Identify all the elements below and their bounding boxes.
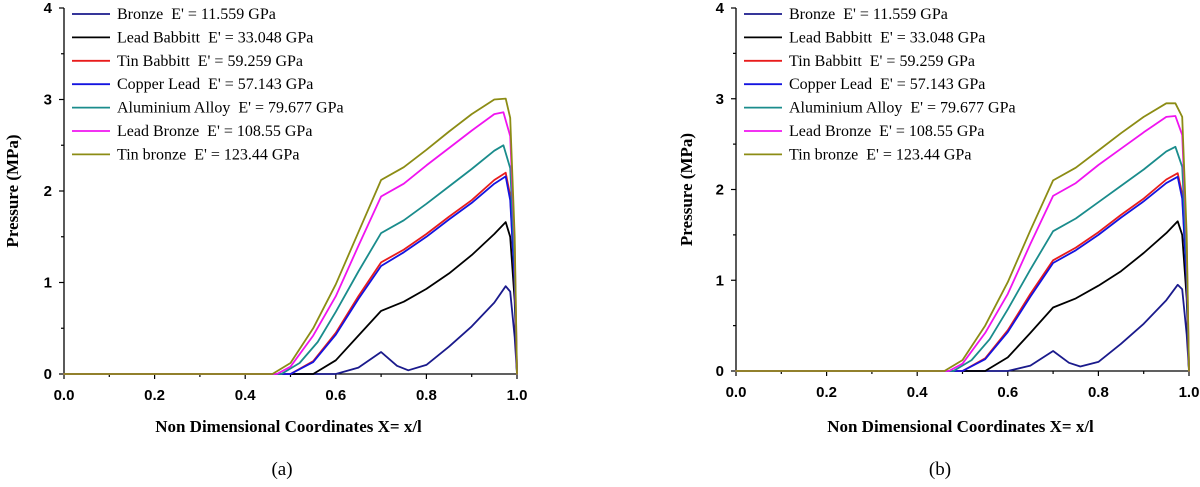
legend-entry: Lead Babbitt E' = 33.048 GPa (117, 29, 313, 46)
y-tick-label: 1 (44, 275, 52, 292)
legend-entry: Lead Babbitt E' = 33.048 GPa (789, 29, 985, 46)
series-line (735, 145, 1190, 372)
x-tick-label: 0.4 (235, 387, 257, 404)
x-tick-label: 0.8 (416, 387, 437, 404)
series-line (63, 221, 518, 375)
chart-b-svg: 0.0 0.2 0.4 0.6 0.8 1.0 0 1 2 3 4 Non Dimensional C… (677, 0, 1200, 480)
legend-entry: Copper Lead E' = 57.143 GPa (789, 76, 985, 93)
x-tick-label: 1.0 (507, 387, 528, 404)
legend-entry: Bronze E' = 11.559 GPa (789, 6, 948, 23)
legend-entry: Lead Bronze E' = 108.55 GPa (789, 123, 984, 140)
x-axis-label: Non Dimensional Coordinates X= x/l (827, 417, 1094, 436)
y-axis-label: Pressure (MPa) (677, 133, 696, 246)
x-tick-label: 0.6 (325, 387, 346, 404)
series-line (735, 220, 1190, 372)
x-tick-label: 1.0 (1179, 384, 1200, 401)
y-tick-label: 0 (716, 363, 724, 380)
chart-panel-b: 0.0 0.2 0.4 0.6 0.8 1.0 0 1 2 3 4 Non Dimensional C… (600, 0, 1200, 487)
series-line (735, 175, 1190, 372)
series-line (63, 175, 518, 375)
x-axis-label: Non Dimensional Coordinates X= x/l (155, 417, 422, 436)
x-tick-label: 0.8 (1088, 384, 1109, 401)
x-tick-label: 0.2 (816, 384, 837, 401)
legend-entry: Copper Lead E' = 57.143 GPa (117, 76, 313, 93)
x-tick-label: 0.0 (726, 384, 747, 401)
series-line (63, 111, 518, 375)
x-tick-label: 0.4 (907, 384, 929, 401)
series-line (735, 102, 1190, 372)
y-tick-label: 1 (716, 272, 724, 289)
legend-entry: Tin bronze E' = 123.44 GPa (117, 146, 299, 163)
panel-label: (a) (271, 459, 292, 480)
series-line (63, 144, 518, 375)
panel-label: (b) (929, 459, 951, 480)
y-tick-label: 4 (716, 0, 725, 17)
chart-panel-a: 0.0 0.2 0.4 0.6 0.8 1.0 0 1 2 3 4 Non Dimensional C… (3, 0, 528, 480)
legend-entry: Aluminium Alloy E' = 79.677 GPa (789, 100, 1016, 117)
y-tick-label: 3 (44, 92, 52, 109)
y-tick-label: 2 (44, 183, 52, 200)
legend-entry: Lead Bronze E' = 108.55 GPa (117, 123, 312, 140)
x-tick-label: 0.2 (144, 387, 165, 404)
y-axis-label: Pressure (MPa) (3, 134, 22, 247)
y-tick-label: 2 (716, 182, 724, 199)
legend-entry: Tin Babbitt E' = 59.259 GPa (117, 53, 303, 70)
legend-entry: Bronze E' = 11.559 GPa (117, 6, 276, 23)
chart-a-svg: 0.0 0.2 0.4 0.6 0.8 1.0 0 1 2 3 4 Non Dimensional C… (3, 0, 528, 480)
series-line (735, 115, 1190, 372)
y-tick-label: 3 (716, 91, 724, 108)
x-tick-label: 0.0 (54, 387, 75, 404)
legend-entry: Tin bronze E' = 123.44 GPa (789, 146, 971, 163)
y-tick-label: 4 (44, 0, 53, 17)
y-tick-label: 0 (44, 366, 52, 383)
legend-entry: Tin Babbitt E' = 59.259 GPa (789, 53, 975, 70)
legend-entry: Aluminium Alloy E' = 79.677 GPa (117, 100, 344, 117)
series-line (63, 97, 518, 375)
x-tick-label: 0.6 (997, 384, 1018, 401)
series-line (63, 285, 518, 375)
series-line (735, 283, 1190, 372)
